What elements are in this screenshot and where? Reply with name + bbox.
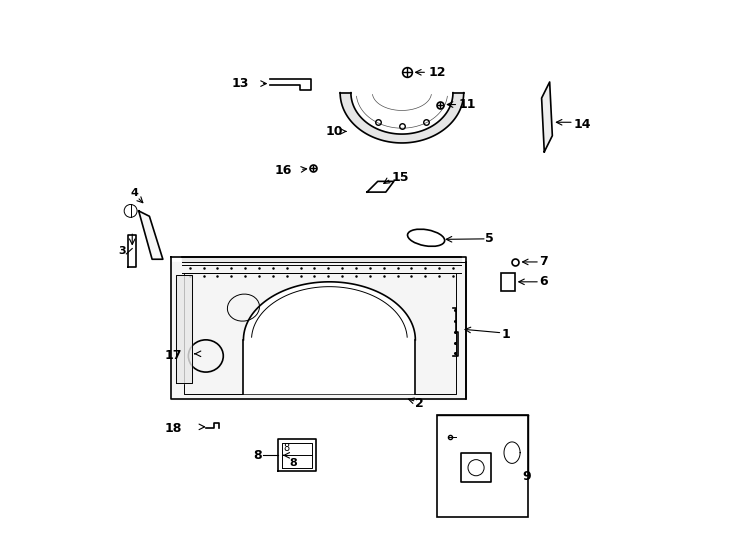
Text: 8: 8 (283, 443, 289, 453)
Polygon shape (340, 93, 464, 143)
Bar (437, 415, 528, 517)
Text: 15: 15 (391, 171, 409, 184)
Text: 13: 13 (231, 77, 249, 90)
Text: 9: 9 (523, 470, 531, 483)
Text: 3: 3 (119, 246, 126, 256)
Bar (501, 273, 515, 292)
Bar (461, 453, 490, 482)
Text: 8: 8 (254, 449, 262, 462)
Text: 5: 5 (485, 232, 494, 245)
Text: 1: 1 (501, 328, 510, 341)
Polygon shape (176, 275, 192, 383)
Text: 16: 16 (275, 164, 292, 177)
Polygon shape (139, 211, 163, 259)
Text: 18: 18 (164, 422, 181, 435)
Text: 12: 12 (429, 66, 446, 79)
Text: 6: 6 (539, 275, 548, 288)
Text: 17: 17 (164, 349, 181, 362)
Text: 10: 10 (325, 125, 343, 138)
Text: 7: 7 (539, 255, 548, 268)
Text: 8: 8 (289, 458, 297, 468)
Polygon shape (542, 82, 553, 152)
Text: 11: 11 (458, 98, 476, 111)
Polygon shape (244, 282, 415, 394)
Text: 14: 14 (574, 118, 592, 131)
Text: 2: 2 (415, 397, 424, 410)
Text: 4: 4 (131, 188, 139, 198)
